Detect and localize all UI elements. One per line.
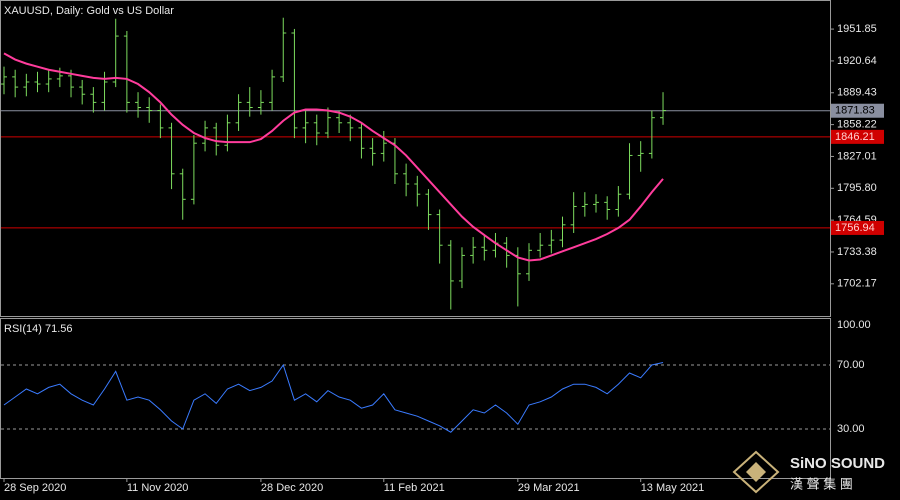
price-tag-label: 1846.21 — [835, 131, 875, 143]
y-tick-label: 1889.43 — [837, 87, 877, 99]
price-panel — [0, 0, 831, 317]
moving-average — [3, 52, 664, 262]
logo-mark — [746, 462, 766, 482]
price-tag — [831, 103, 884, 118]
x-tick-label: 28 Sep 2020 — [4, 482, 66, 494]
logo: SiNO SOUND 漢 聲 集 團 — [732, 450, 885, 494]
y-tick-label: 70.00 — [837, 359, 865, 371]
price-tag-label: 1756.94 — [835, 222, 875, 234]
y-tick-label: 1827.01 — [837, 150, 877, 162]
rsi-line — [3, 362, 664, 433]
price-tag-label: 1871.83 — [835, 105, 875, 117]
x-tick-label: 11 Nov 2020 — [127, 482, 189, 494]
x-tick-label: 29 Mar 2021 — [518, 482, 580, 494]
logo-mark — [732, 450, 780, 494]
price-tag — [831, 220, 884, 235]
price-tag — [831, 129, 884, 144]
chart-title: XAUUSD, Daily: Gold vs US Dollar — [4, 5, 174, 17]
rsi-title: RSI(14) 71.56 — [4, 323, 72, 335]
y-tick-label: 100.00 — [837, 319, 871, 331]
logo-subtitle: 漢 聲 集 團 — [790, 476, 853, 491]
y-tick-label: 1702.17 — [837, 278, 877, 290]
y-tick-label: 1858.22 — [837, 119, 877, 131]
rsi-panel — [0, 318, 831, 479]
y-tick-label: 1733.38 — [837, 246, 877, 258]
x-tick-label: 11 Feb 2021 — [384, 482, 445, 494]
x-tick-label: 28 Dec 2020 — [261, 482, 323, 494]
logo-name: SiNO SOUND — [790, 455, 885, 472]
y-tick-label: 1795.80 — [837, 182, 877, 194]
y-tick-label: 30.00 — [837, 423, 865, 435]
x-tick-label: 13 May 2021 — [641, 482, 705, 494]
y-tick-label: 1951.85 — [837, 23, 877, 35]
y-tick-label: 1920.64 — [837, 55, 877, 67]
